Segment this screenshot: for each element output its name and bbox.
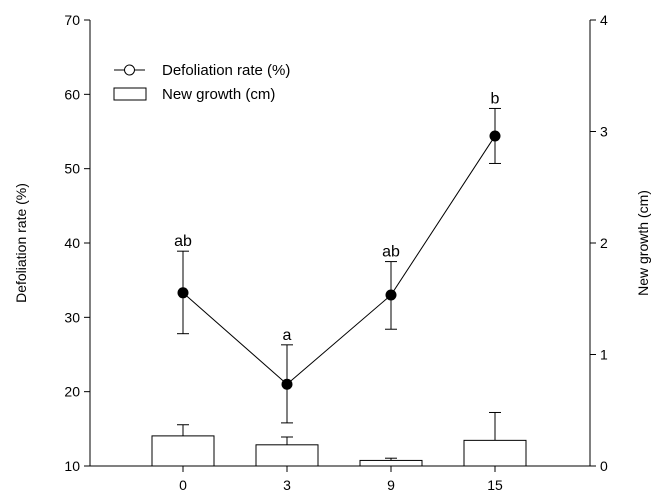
x-axis-ticks: 0 3 9 15 bbox=[179, 466, 503, 493]
significance-label: ab bbox=[174, 233, 192, 250]
y-left-tick-label: 10 bbox=[64, 458, 80, 474]
y-left-tick-label: 60 bbox=[64, 86, 80, 102]
data-point bbox=[281, 378, 293, 390]
significance-label: a bbox=[283, 327, 292, 344]
x-tick-label: 9 bbox=[387, 477, 395, 493]
bars-layer bbox=[151, 411, 527, 467]
y-left-tick-label: 40 bbox=[64, 235, 80, 251]
y-right-axis-label: New growth (cm) bbox=[635, 190, 651, 296]
line-layer: ab a ab b bbox=[174, 90, 501, 424]
bar bbox=[359, 459, 423, 467]
right-axis-ticks: 0 1 2 3 4 bbox=[590, 12, 608, 474]
legend-entry-defoliation: Defoliation rate (%) bbox=[114, 62, 290, 79]
bar bbox=[255, 444, 319, 467]
legend-label-new-growth: New growth (cm) bbox=[162, 86, 275, 103]
bar bbox=[151, 435, 215, 467]
defoliation-line bbox=[182, 135, 496, 385]
x-tick-label: 15 bbox=[487, 477, 503, 493]
x-tick-label: 0 bbox=[179, 477, 187, 493]
data-point bbox=[489, 130, 501, 142]
data-point bbox=[385, 289, 397, 301]
legend: Defoliation rate (%) New growth (cm) bbox=[113, 62, 290, 103]
y-left-tick-label: 20 bbox=[64, 384, 80, 400]
legend-label-defoliation: Defoliation rate (%) bbox=[162, 62, 290, 79]
data-point bbox=[177, 287, 189, 299]
legend-bar-symbol bbox=[113, 87, 147, 101]
x-tick-label: 3 bbox=[283, 477, 291, 493]
legend-entry-new-growth: New growth (cm) bbox=[113, 86, 275, 103]
legend-circle-symbol bbox=[124, 64, 135, 76]
significance-label: b bbox=[491, 90, 500, 107]
y-left-axis-label: Defoliation rate (%) bbox=[13, 183, 29, 303]
significance-label: ab bbox=[382, 244, 400, 261]
y-right-tick-label: 4 bbox=[600, 12, 608, 28]
y-right-tick-label: 0 bbox=[600, 458, 608, 474]
y-left-tick-label: 70 bbox=[64, 12, 80, 28]
y-right-tick-label: 3 bbox=[600, 124, 608, 140]
y-right-tick-label: 1 bbox=[600, 347, 608, 363]
y-left-tick-label: 50 bbox=[64, 161, 80, 177]
left-axis-ticks: 10 20 30 40 50 60 70 bbox=[64, 12, 90, 474]
y-left-tick-label: 30 bbox=[64, 309, 80, 325]
y-right-tick-label: 2 bbox=[600, 235, 608, 251]
bar bbox=[463, 439, 527, 467]
